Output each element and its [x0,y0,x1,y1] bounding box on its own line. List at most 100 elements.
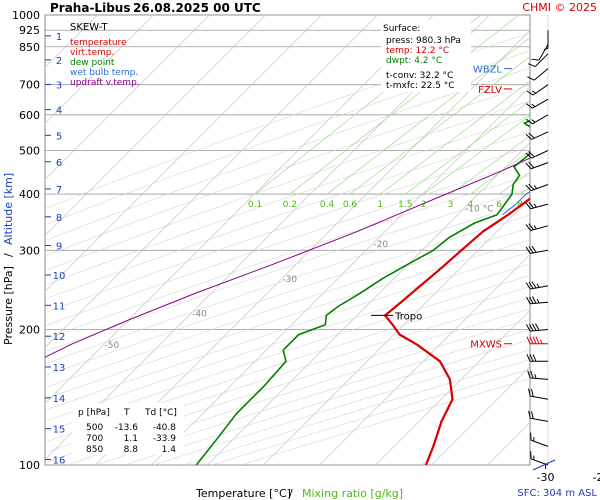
mixing-ratio-line [579,15,600,194]
wind-barb-flag [525,152,533,159]
pressure-tick-label: 600 [19,109,40,122]
wind-barb-flag [529,336,534,344]
surface-wind-arrow [532,459,556,471]
wind-barb-flag [525,246,531,254]
wind-barb-half-flag [536,298,540,304]
xlabel-separator: / [289,487,293,500]
isotherm-line [431,366,530,465]
mixing-ratio-line [405,100,530,195]
temp-tick-label: -20 [593,471,600,484]
dry-adiabat [45,116,530,286]
mixing-ratio-line [289,15,519,195]
isotherm-line [45,15,210,180]
dry-adiabat [45,188,530,352]
isotherm-label: -50 [105,341,120,351]
credit-text: CHMI © 2025 [522,1,597,14]
altitude-tick-label: 1 [56,32,62,43]
xlabel-temperature: Temperature [°C] [195,487,291,500]
wind-barb-half-flag [533,436,535,442]
sfc-label: SFC: 304 m ASL [517,488,597,499]
wind-barb-shaft [533,68,549,81]
mixing-ratio-line [537,15,600,194]
mixing-ratio-line [592,15,600,194]
wind-barb-shaft [531,150,549,159]
wind-barb [530,451,549,466]
pressure-tick-label: 500 [19,144,40,157]
ylabel-separator: / [2,253,15,257]
surface-dwpt: dwpt: 4.2 °C [386,56,442,66]
altitude-tick-label: 2 [56,56,62,67]
wind-barb-flag [525,282,531,290]
mixing-ratio-label: 17 [573,200,584,210]
table-header-td: Td [°C] [144,408,177,418]
wind-barb-half-flag [533,455,535,460]
dry-adiabat [45,174,530,340]
wind-barb-half-flag [536,283,540,288]
wind-barb [526,98,549,109]
isotherm-label: -10 °C [465,204,493,214]
wind-barb-flag [528,161,535,169]
dry-adiabat [45,275,530,433]
mixing-ratio-label: 1.5 [398,200,412,210]
mixing-ratio-label: 1 [377,200,383,210]
legend-item-temperature: temperature [70,38,127,48]
wind-barb-half-flag [540,339,543,344]
isotherm-label: -40 [192,309,207,319]
mixing-ratio-label: 12 [545,200,556,210]
tropopause-label: Tropo [394,311,422,322]
legend-item-virt-temp: virt.temp. [70,48,114,58]
table-cell: 700 [86,434,103,444]
summary-table-box [72,403,184,455]
mixing-ratio-label: 6 [496,200,502,210]
altitude-tick-label: 10 [53,271,66,282]
wind-barb-half-flag [533,203,537,208]
dry-adiabat [45,160,530,327]
wind-barb-flag [525,224,532,231]
wind-barb-half-flag [534,374,537,379]
wind-barb-shaft [534,53,549,67]
wind-barb-flag [528,246,534,254]
wind-barb-flag [532,323,537,331]
wind-barb-shaft [530,249,549,254]
table-cell: 8.8 [124,445,139,455]
mixing-ratio-line [563,15,600,194]
altitude-tick-label: 7 [56,185,62,196]
wind-barb-flag [528,132,535,139]
station-title: Praha-Libus [50,1,130,15]
wind-barb [528,388,549,400]
wind-barb-flag [529,296,534,304]
dry-adiabat [45,146,530,314]
surface-title: Surface: [383,24,420,34]
pressure-tick-label: 300 [19,244,40,257]
wind-barb-flag [528,223,534,230]
table-cell: 1.1 [124,434,138,444]
wind-barb-flag [525,184,532,191]
dry-adiabat [45,201,530,365]
altitude-tick-label: 13 [53,363,66,374]
isotherm-line [263,198,530,465]
wind-barb [527,370,549,380]
surface-tconv: t-conv: 32.2 °C [386,71,453,81]
wind-barb-half-flag [543,47,549,51]
dry-adiabat [45,227,530,388]
wind-barb [526,84,549,96]
pressure-tick-label: 200 [19,324,40,337]
mixing-ratio-label: 20 [586,200,598,210]
wind-barb-half-flag [533,185,538,189]
mixing-ratio-label: 14 [557,200,569,210]
wind-barb-flag [531,411,534,419]
surface-temp: temp: 12.2 °C [386,46,449,56]
isotherm-line [544,15,600,465]
wind-barb-flag [526,90,534,96]
wind-barb-flag [534,323,540,331]
series-line-dew-point [195,120,530,465]
wind-barb-flag [528,183,535,190]
wind-barb [526,323,549,332]
wind-barb-flag [525,202,532,210]
wind-barb-flag [532,336,537,344]
isotherm-line [45,15,322,292]
dry-adiabat [45,50,530,226]
wind-barb [525,201,549,210]
wind-barb-flag [530,370,534,379]
wind-barb [530,432,549,447]
